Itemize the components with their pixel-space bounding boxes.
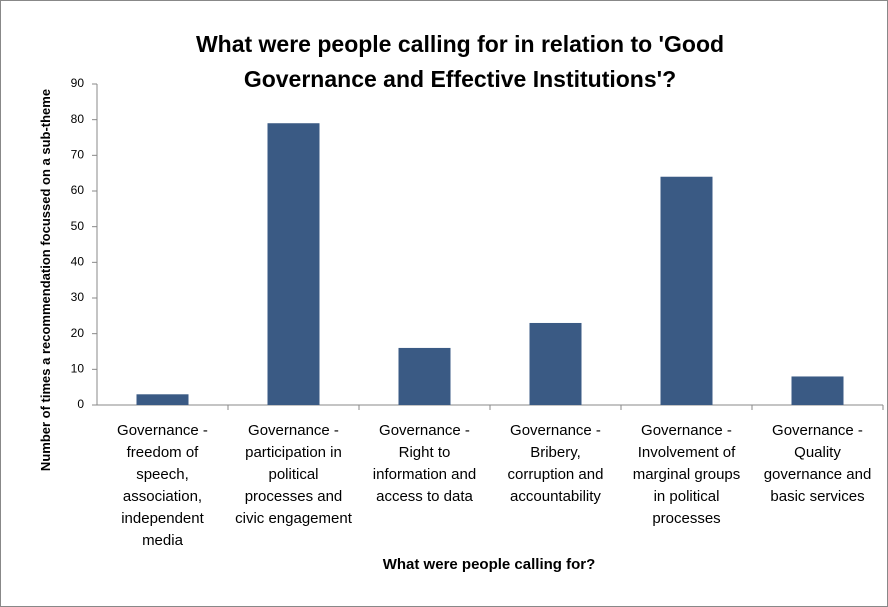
x-tick-label: Governance -participation in political pro… (235, 422, 353, 527)
y-axis-title: Number of times a recommendation focusse… (38, 89, 53, 471)
y-tick-label: 90 (71, 76, 85, 90)
y-tick-label: 20 (71, 326, 85, 340)
bar (267, 123, 320, 405)
bar (398, 347, 451, 405)
y-tick-label: 0 (77, 397, 84, 411)
y-tick-label: 50 (71, 219, 85, 233)
bar (529, 322, 582, 405)
x-tick-label: Governance -Involvement of marginal group… (633, 422, 741, 527)
bar (791, 376, 844, 405)
y-tick-label: 10 (71, 362, 85, 376)
y-tick-label: 30 (71, 290, 85, 304)
bar (660, 176, 713, 405)
x-tick-label: Governance -Bribery, corruption and accoun… (508, 422, 604, 505)
y-tick-label: 40 (71, 255, 85, 269)
bar (136, 394, 189, 405)
x-tick-label: Governance -Quality governance and basic s… (764, 422, 872, 505)
x-tick-label: Governance -freedom of speech, association… (117, 422, 208, 549)
x-axis-title: What were people calling for? (383, 556, 596, 573)
y-tick-label: 70 (71, 148, 85, 162)
x-tick-label: Governance -Right to information and acces… (373, 422, 476, 505)
chart-title: What were people calling for in relation… (196, 31, 724, 92)
y-tick-label: 80 (71, 112, 85, 126)
y-tick-label: 60 (71, 183, 85, 197)
